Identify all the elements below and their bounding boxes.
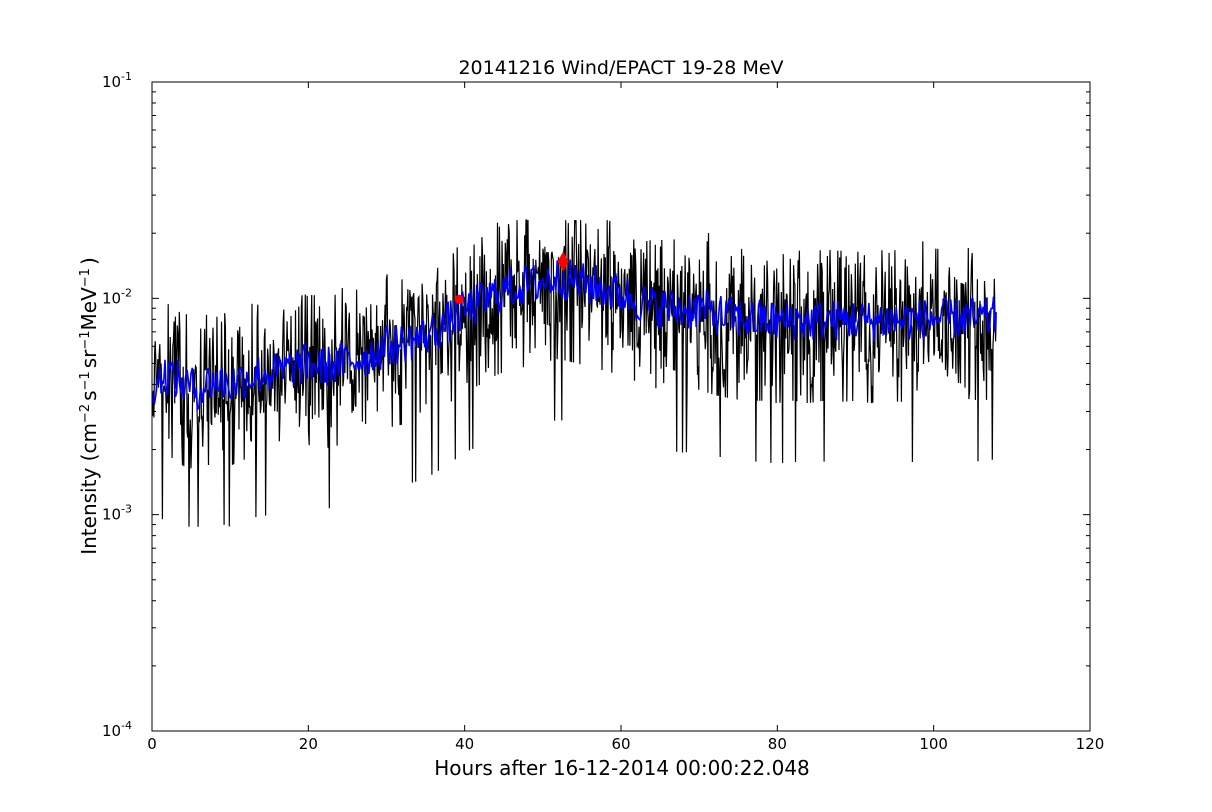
x-tick-label: 80 <box>768 735 787 753</box>
y-label-mev: MeV <box>77 287 101 331</box>
x-tick-label: 100 <box>919 735 948 753</box>
y-label-exp-2: −1 <box>78 371 93 390</box>
series-layer <box>152 219 997 527</box>
x-tick-label: 60 <box>611 735 630 753</box>
smoothed-intensity-series <box>152 259 997 412</box>
marker-layer <box>454 251 569 304</box>
x-tick-label: 120 <box>1076 735 1105 753</box>
chart-title: 20141216 Wind/EPACT 19-28 MeV <box>458 57 783 79</box>
y-label-exp-4: −1 <box>78 268 93 287</box>
x-axis-label: Hours after 16-12-2014 00:00:22.048 <box>434 756 810 780</box>
y-label-s: s <box>77 390 101 400</box>
y-label-exp-1: −2 <box>78 404 93 423</box>
y-label-exp-3: −1 <box>78 330 93 349</box>
y-tick-label: 10-2 <box>102 286 132 307</box>
y-tick-label: 10-3 <box>102 503 132 524</box>
x-tick-label: 40 <box>455 735 474 753</box>
axis-ticks: 0 20 40 60 80 100 120 10-4 10-3 10-2 10-1 <box>102 70 1104 753</box>
y-label-suffix: ) <box>77 257 101 265</box>
onset-marker <box>454 294 464 304</box>
plot-area <box>152 219 997 527</box>
y-label-sr: sr <box>77 349 101 368</box>
y-axis-label: Intensity (cm−2s−1sr−1MeV−1) <box>77 257 101 555</box>
x-tick-label: 0 <box>147 735 157 753</box>
peak-marker <box>557 251 569 272</box>
x-tick-label: 20 <box>299 735 318 753</box>
y-tick-label: 10-1 <box>102 70 132 91</box>
y-tick-label: 10-4 <box>102 719 132 740</box>
y-label-prefix: Intensity (cm <box>77 423 101 555</box>
